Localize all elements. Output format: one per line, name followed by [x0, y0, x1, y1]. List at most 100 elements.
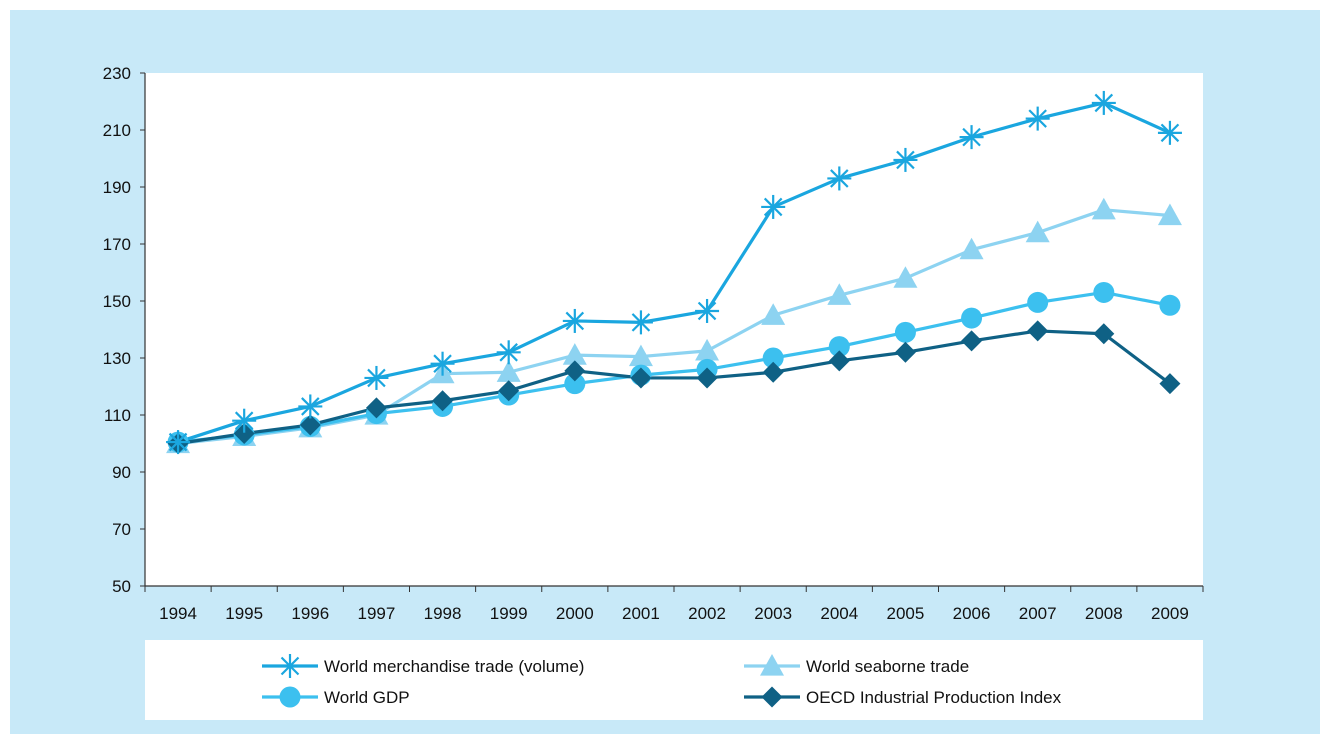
data-point-diamond — [696, 367, 718, 389]
legend-label: OECD Industrial Production Index — [806, 688, 1062, 707]
asterisk-stroke — [367, 368, 386, 388]
legend-marker-triangle — [760, 654, 784, 676]
x-tick-label: 2003 — [754, 604, 792, 623]
data-point-asterisk — [298, 394, 323, 419]
asterisk-stroke — [1160, 123, 1180, 143]
data-point-diamond — [432, 390, 454, 412]
asterisk-stroke — [962, 127, 981, 147]
y-tick-label: 110 — [104, 406, 131, 425]
asterisk-stroke — [301, 397, 320, 416]
y-tick-label: 230 — [103, 64, 131, 83]
asterisk-stroke — [763, 197, 783, 217]
data-point-triangle — [959, 237, 984, 260]
x-tick-label: 2006 — [953, 604, 991, 623]
series-line-asterisk — [177, 101, 1171, 444]
x-tick-label: 2004 — [820, 604, 858, 623]
legend-marker-asterisk — [278, 654, 302, 678]
data-point-circle — [1027, 291, 1049, 313]
legend-label: World seaborne trade — [806, 657, 969, 676]
x-tick-label: 2008 — [1085, 604, 1123, 623]
legend-item: World GDP — [262, 686, 410, 708]
data-point-diamond — [564, 360, 586, 382]
data-point-diamond — [1027, 320, 1049, 342]
asterisk-stroke — [433, 354, 452, 373]
data-point-asterisk — [1091, 90, 1116, 115]
x-tick-label: 2000 — [556, 604, 594, 623]
data-point-asterisk — [496, 340, 521, 365]
data-point-asterisk — [1157, 120, 1182, 145]
data-point-triangle — [1157, 203, 1182, 226]
legend-item: World seaborne trade — [744, 654, 969, 676]
data-point-triangle — [1091, 197, 1116, 220]
data-point-diamond — [961, 330, 983, 352]
y-tick-label: 190 — [103, 178, 131, 197]
asterisk-stroke — [631, 313, 651, 332]
legend-label: World merchandise trade (volume) — [324, 657, 584, 676]
data-point-asterisk — [1025, 106, 1050, 131]
data-point-diamond — [1093, 323, 1115, 345]
data-point-diamond — [762, 361, 784, 383]
data-point-triangle — [628, 344, 653, 367]
x-tick-label: 2009 — [1151, 604, 1189, 623]
y-tick-label: 50 — [112, 577, 131, 596]
asterisk-stroke — [697, 301, 717, 321]
asterisk-stroke — [830, 169, 849, 188]
legend: World merchandise trade (volume) World se… — [262, 654, 1062, 708]
x-tick-label: 2001 — [622, 604, 660, 623]
data-point-asterisk — [827, 166, 852, 191]
data-point-circle — [1159, 294, 1181, 316]
data-point-asterisk — [628, 310, 653, 335]
asterisk-stroke — [280, 656, 300, 676]
data-point-asterisk — [166, 430, 191, 455]
x-tick-label: 1994 — [159, 604, 197, 623]
legend-marker-circle — [279, 686, 301, 708]
y-tick-label: 210 — [103, 121, 131, 140]
data-point-asterisk — [959, 125, 984, 150]
data-point-diamond — [498, 380, 520, 402]
data-point-triangle — [695, 338, 720, 361]
data-point-diamond — [299, 414, 321, 436]
y-tick-label: 70 — [112, 520, 131, 539]
x-tick-label: 2002 — [688, 604, 726, 623]
data-point-circle — [961, 307, 983, 329]
data-point-asterisk — [761, 194, 786, 219]
y-tick-label: 130 — [103, 349, 131, 368]
x-tick-label: 1999 — [490, 604, 528, 623]
series-line-diamond — [177, 329, 1171, 446]
data-point-triangle — [893, 266, 918, 288]
data-point-diamond — [233, 423, 255, 445]
data-point-circle — [564, 373, 586, 395]
legend-marker-diamond — [761, 686, 783, 708]
asterisk-stroke — [234, 411, 254, 430]
data-point-asterisk — [232, 408, 257, 433]
x-tick-label: 1998 — [424, 604, 462, 623]
x-tick-label: 1997 — [358, 604, 396, 623]
data-point-asterisk — [695, 298, 720, 323]
asterisk-stroke — [565, 311, 585, 331]
data-point-diamond — [630, 367, 652, 389]
y-tick-label: 150 — [103, 292, 131, 311]
legend-label: World GDP — [324, 688, 410, 707]
asterisk-stroke — [896, 150, 915, 170]
series-lines — [177, 101, 1171, 446]
data-point-triangle — [562, 343, 587, 365]
y-tick-label: 170 — [103, 235, 131, 254]
data-point-asterisk — [893, 147, 918, 172]
legend-item: World merchandise trade (volume) — [262, 654, 584, 678]
asterisk-stroke — [1094, 93, 1114, 113]
data-point-circle — [762, 347, 784, 369]
data-point-circle — [828, 336, 850, 358]
data-point-asterisk — [364, 365, 389, 390]
asterisk-stroke — [1028, 109, 1047, 128]
legend-box — [145, 640, 1203, 720]
asterisk-stroke — [499, 343, 518, 362]
x-tick-label: 2007 — [1019, 604, 1057, 623]
series-line-circle — [177, 290, 1171, 444]
series-markers — [166, 90, 1182, 455]
data-point-asterisk — [562, 308, 587, 333]
y-tick-label: 90 — [112, 463, 131, 482]
data-point-diamond — [365, 397, 387, 419]
data-point-diamond — [894, 341, 916, 363]
x-tick-label: 1996 — [291, 604, 329, 623]
